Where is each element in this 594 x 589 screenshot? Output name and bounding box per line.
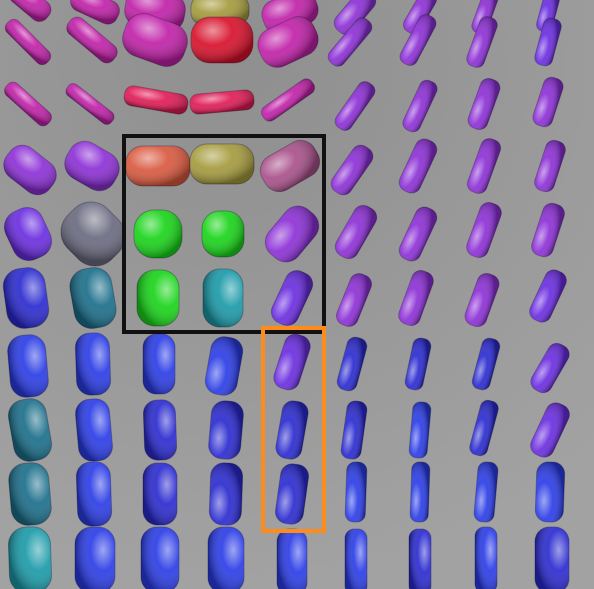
tensor-glyph	[74, 526, 116, 589]
tensor-glyph	[344, 461, 368, 523]
tensor-glyph	[260, 78, 316, 122]
tensor-glyph	[259, 139, 321, 193]
tensor-glyph	[409, 461, 431, 523]
tensor-glyph	[466, 16, 498, 68]
tensor-glyph	[75, 398, 113, 462]
tensor-glyph	[334, 204, 378, 260]
tensor-glyph	[65, 83, 115, 125]
orange-selection-box	[261, 326, 326, 533]
tensor-glyph	[532, 76, 564, 128]
tensor-glyph	[531, 202, 565, 258]
tensor-glyph	[398, 270, 434, 326]
tensor-glyph	[408, 528, 432, 589]
tensor-glyph	[408, 401, 432, 459]
tensor-glyph	[4, 18, 52, 66]
tensor-glyph	[208, 462, 244, 526]
tensor-glyph	[7, 526, 53, 589]
tensor-glyph	[142, 399, 178, 461]
tensor-glyph	[257, 16, 319, 68]
tensor-glyph	[464, 272, 500, 328]
tensor-glyph	[264, 205, 320, 263]
tensor-glyph	[276, 528, 308, 589]
tensor-glyph	[8, 0, 52, 22]
tensor-glyph	[404, 337, 432, 391]
tensor-glyph	[270, 270, 314, 326]
tensor-glyph	[69, 267, 117, 329]
tensor-glyph	[530, 342, 570, 394]
tensor-glyph	[474, 526, 498, 589]
tensor-glyph	[207, 526, 245, 589]
tensor-glyph	[3, 207, 53, 261]
tensor-glyph	[534, 139, 566, 193]
tensor-glyph	[466, 202, 502, 258]
tensor-glyph	[471, 337, 501, 391]
tensor-glyph	[344, 528, 368, 589]
tensor-glyph	[336, 336, 368, 392]
tensor-glyph	[402, 79, 438, 133]
tensor-glyph	[529, 269, 567, 323]
tensor-glyph	[201, 210, 245, 258]
tensor-glyph	[70, 0, 120, 25]
tensor-glyph	[335, 273, 373, 327]
tensor-glyph	[398, 206, 438, 262]
tensor-glyph	[466, 138, 502, 194]
tensor-glyph	[75, 461, 113, 527]
tensor-glyph	[399, 14, 437, 66]
tensor-glyph	[142, 333, 176, 395]
tensor-glyph	[530, 402, 570, 458]
tensor-glyph	[534, 17, 562, 67]
tensor-glyph	[133, 209, 183, 259]
tensor-glyph	[275, 400, 309, 460]
tensor-glyph	[7, 334, 49, 398]
tensor-glyph	[202, 268, 244, 328]
tensor-glyph	[140, 526, 180, 589]
tensor-glyph	[398, 138, 438, 194]
tensor-glyph	[473, 461, 499, 523]
tensor-glyph	[189, 143, 255, 185]
tensor-glyph	[123, 85, 189, 115]
tensor-glyph	[534, 461, 566, 523]
tensor-glyph	[273, 333, 311, 391]
tensor-glyph	[125, 145, 191, 187]
tensor-glyph	[74, 332, 112, 396]
tensor-glyph	[8, 462, 52, 526]
tensor-glyph	[64, 140, 120, 192]
tensor-glyph	[334, 81, 376, 131]
tensor-glyph	[469, 399, 499, 457]
tensor-glyph	[7, 398, 53, 462]
tensor-glyph	[3, 144, 57, 196]
tensor-glyph	[340, 400, 368, 460]
tensor-glyph	[330, 144, 374, 196]
tensor-glyph	[208, 400, 244, 460]
tensor-glyph	[467, 78, 501, 130]
glyph-layer	[2, 0, 570, 589]
tensor-glyph	[136, 269, 180, 327]
tensor-glyph	[142, 462, 178, 526]
tensor-glyph	[274, 463, 310, 525]
tensor-glyph	[2, 267, 50, 329]
tensor-glyph	[534, 526, 570, 589]
tensor-glyph	[327, 17, 373, 67]
black-selection-box	[122, 134, 326, 334]
tensor-glyph	[189, 89, 255, 115]
tensor-glyph	[204, 336, 244, 396]
tensor-glyph	[60, 201, 126, 267]
tensor-glyph	[66, 16, 118, 64]
tensor-glyph	[4, 81, 52, 127]
tensor-glyph	[122, 13, 188, 67]
tensor-glyph	[190, 16, 254, 64]
